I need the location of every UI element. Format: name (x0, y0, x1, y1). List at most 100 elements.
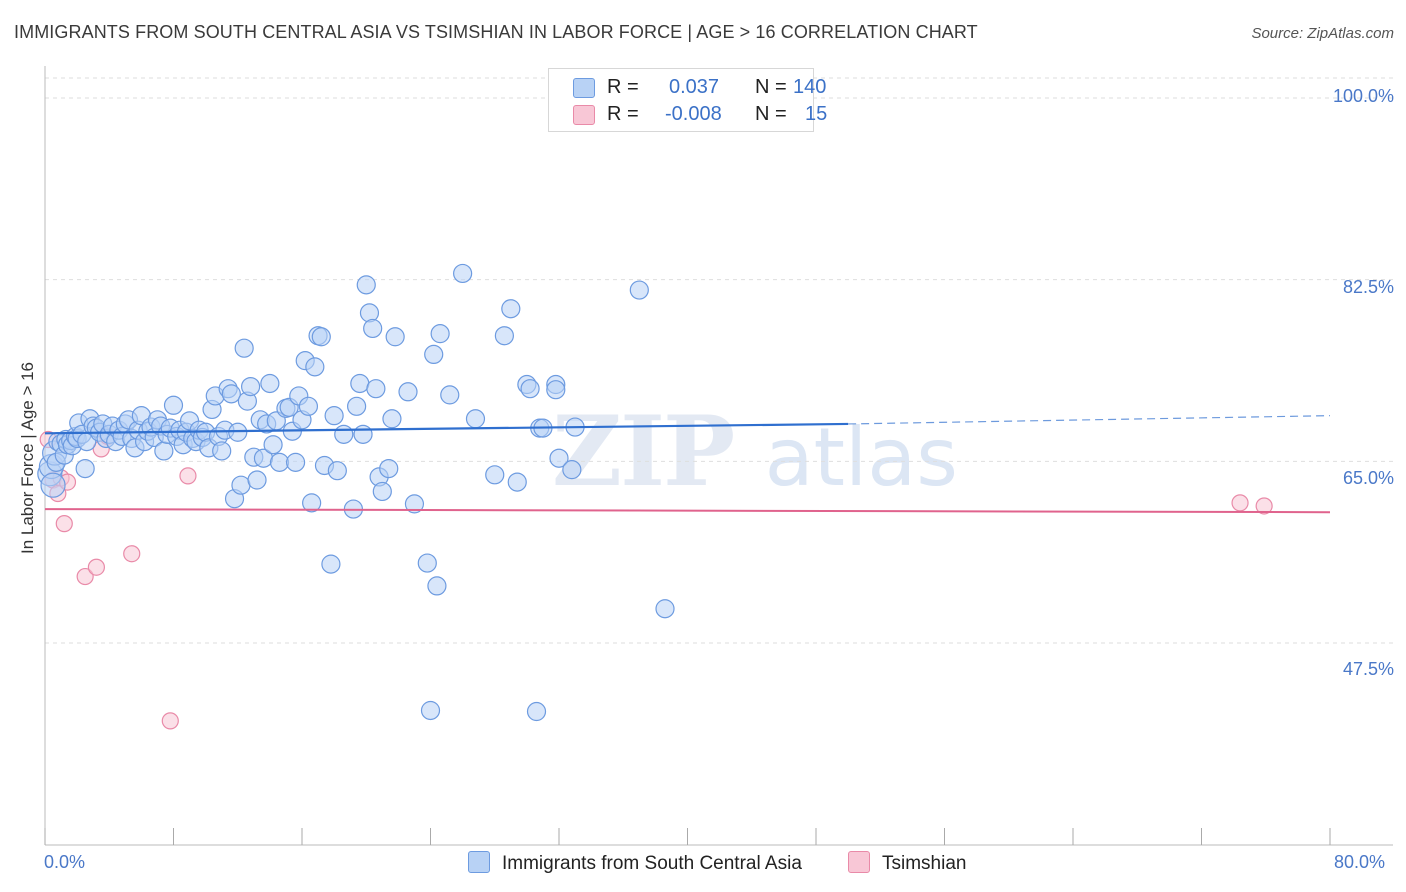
trend-line-tsimshian (44, 508, 1331, 514)
data-point (440, 385, 460, 405)
data-point (350, 373, 370, 394)
y-tick-label: 82.5% (1342, 277, 1394, 297)
series-swatch-icon (848, 851, 870, 873)
legend-label: Tsimshian (882, 853, 967, 874)
y-axis-label: In Labor Force | Age > 16 (18, 361, 37, 555)
data-point (359, 303, 380, 323)
data-point (417, 553, 437, 573)
r-value: 0.037 (669, 76, 720, 98)
r-value: -0.008 (665, 103, 722, 125)
watermark: ZIP atlas (552, 395, 958, 508)
data-point (520, 379, 540, 399)
data-point (372, 481, 392, 502)
watermark-zip: ZIP (552, 395, 735, 508)
n-label: N = (755, 103, 787, 125)
data-point (494, 326, 514, 346)
gridlines (45, 77, 1393, 644)
data-point (363, 318, 383, 339)
data-point (546, 380, 566, 400)
x-tick-label: 0.0% (44, 852, 86, 872)
data-point (549, 448, 569, 468)
data-point (311, 327, 331, 347)
data-point (501, 299, 521, 319)
y-tick-label: 100.0% (1332, 86, 1394, 106)
data-point (76, 567, 94, 586)
south-central-asia-points (37, 263, 675, 722)
data-point (298, 396, 319, 416)
series-swatch-icon (573, 105, 595, 125)
data-point (420, 700, 441, 721)
data-point (179, 467, 197, 485)
data-point (427, 576, 447, 596)
data-point (562, 460, 582, 480)
data-point (231, 475, 251, 495)
data-point (75, 459, 95, 479)
data-point (347, 396, 367, 416)
stats-legend: R = 0.037 N = 140 R = -0.008 N = 15 (548, 68, 827, 132)
data-point (398, 382, 418, 402)
tsimshian-points (39, 427, 1273, 730)
data-point (382, 409, 402, 429)
trend-line-extension (848, 415, 1331, 425)
data-point (221, 384, 241, 404)
series-swatch-icon (468, 851, 490, 873)
r-label: R = (607, 76, 639, 98)
trend-line-south-central-asia (44, 422, 849, 435)
legend-label: Immigrants from South Central Asia (502, 853, 802, 874)
x-tick-label: 80.0% (1334, 852, 1386, 872)
data-point (507, 472, 527, 492)
y-tick-label: 47.5% (1342, 659, 1394, 679)
data-point (302, 493, 322, 513)
data-point (353, 424, 373, 444)
y-tick-label: 65.0% (1342, 468, 1394, 488)
n-value: 15 (805, 103, 828, 125)
data-point (305, 357, 325, 377)
data-point (154, 441, 174, 461)
data-point (324, 406, 344, 426)
n-label: N = (755, 76, 787, 98)
data-point (366, 379, 386, 399)
data-point (1255, 497, 1273, 515)
data-point (260, 373, 280, 394)
data-point (526, 701, 547, 722)
data-point (228, 422, 248, 442)
data-point (404, 494, 425, 514)
data-point (485, 465, 505, 485)
data-point (334, 424, 354, 444)
data-point (123, 545, 141, 563)
trend-lines (44, 415, 1331, 514)
data-point (285, 452, 306, 472)
data-point (321, 554, 341, 574)
data-point (269, 452, 290, 472)
data-point (212, 441, 232, 461)
n-value: 140 (793, 76, 827, 98)
data-point (234, 338, 254, 358)
series-swatch-icon (573, 78, 595, 98)
data-point (327, 461, 347, 481)
data-point (424, 344, 444, 365)
data-point (1231, 494, 1249, 512)
data-point (453, 263, 473, 284)
data-point (40, 472, 66, 498)
data-point (655, 599, 675, 619)
data-point (161, 712, 179, 730)
data-point (379, 459, 399, 479)
legend-item-south-central-asia: Immigrants from South Central Asia (468, 851, 802, 875)
chart-title: IMMIGRANTS FROM SOUTH CENTRAL ASIA VS TS… (14, 22, 978, 42)
source-credit: Source: ZipAtlas.com (1251, 25, 1394, 42)
data-point (163, 395, 184, 415)
data-point (430, 324, 450, 344)
data-point (356, 275, 376, 295)
legend-item-tsimshian: Tsimshian (848, 851, 966, 875)
data-point (629, 280, 649, 300)
r-label: R = (607, 103, 639, 125)
data-point (465, 409, 486, 429)
data-point (247, 470, 267, 490)
watermark-atlas: atlas (764, 411, 958, 504)
data-point (385, 327, 405, 347)
data-point (241, 376, 261, 397)
data-point (87, 558, 106, 576)
data-point (263, 435, 283, 455)
data-point (55, 515, 73, 533)
